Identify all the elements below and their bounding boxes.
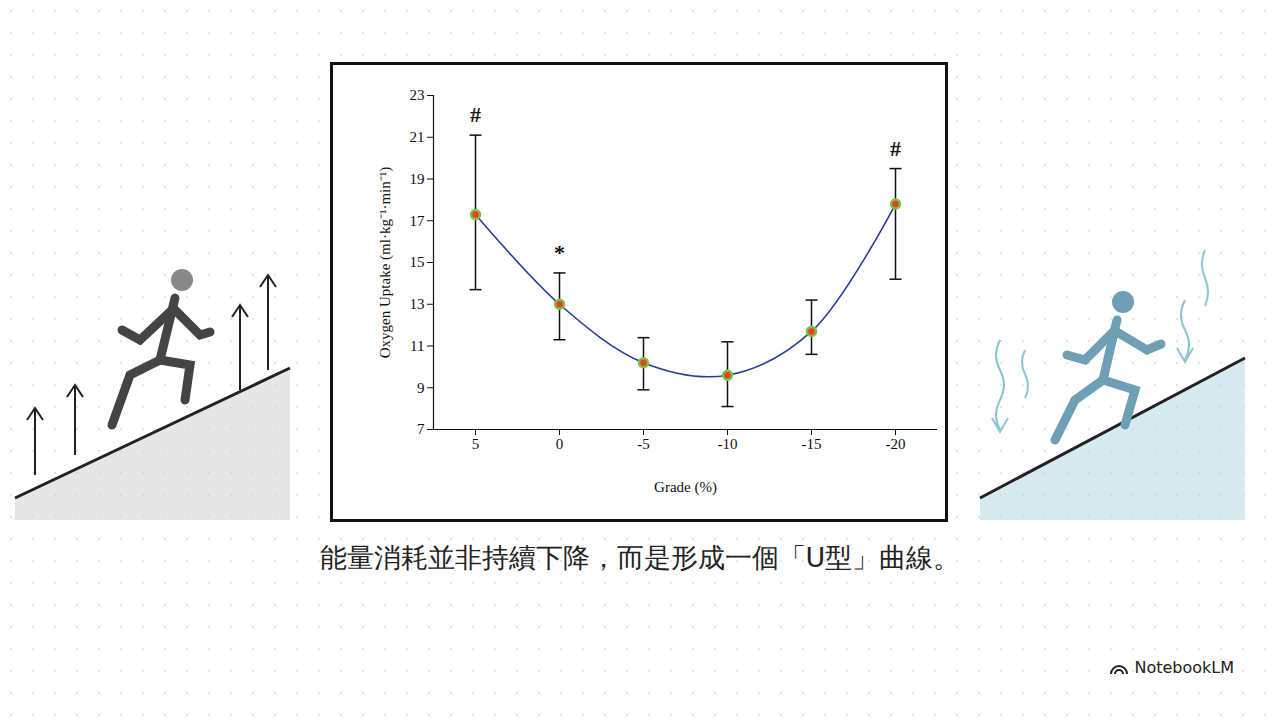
- svg-text:19: 19: [410, 171, 425, 187]
- svg-text:0: 0: [556, 436, 564, 452]
- svg-text:15: 15: [410, 254, 425, 270]
- svg-text:13: 13: [410, 296, 425, 312]
- svg-text:-15: -15: [802, 436, 822, 452]
- html-text:能量消耗並非持續下降，而是形成一個「U型」曲線。: 能量消耗並非持續下降，而是形成一個「U型」曲線。: [319, 542, 961, 573]
- svg-text:5: 5: [472, 436, 480, 452]
- svg-text:21: 21: [410, 129, 425, 145]
- svg-text:9: 9: [417, 380, 425, 396]
- svg-text:#: #: [890, 136, 901, 161]
- svg-text:*: *: [554, 240, 565, 265]
- svg-text:-10: -10: [718, 436, 738, 452]
- svg-text:#: #: [470, 102, 481, 127]
- svg-text:11: 11: [410, 338, 424, 354]
- svg-text:-20: -20: [886, 436, 906, 452]
- svg-text:7: 7: [417, 421, 425, 437]
- svg-text:Grade (%): Grade (%): [654, 479, 717, 496]
- svg-text:23: 23: [410, 87, 425, 103]
- html-text:NotebookLM: NotebookLM: [1134, 658, 1234, 677]
- svg-text:Oxygen Uptake (ml·kg⁻¹·min⁻¹): Oxygen Uptake (ml·kg⁻¹·min⁻¹): [377, 167, 394, 358]
- svg-text:17: 17: [410, 213, 426, 229]
- svg-text:-5: -5: [637, 436, 650, 452]
